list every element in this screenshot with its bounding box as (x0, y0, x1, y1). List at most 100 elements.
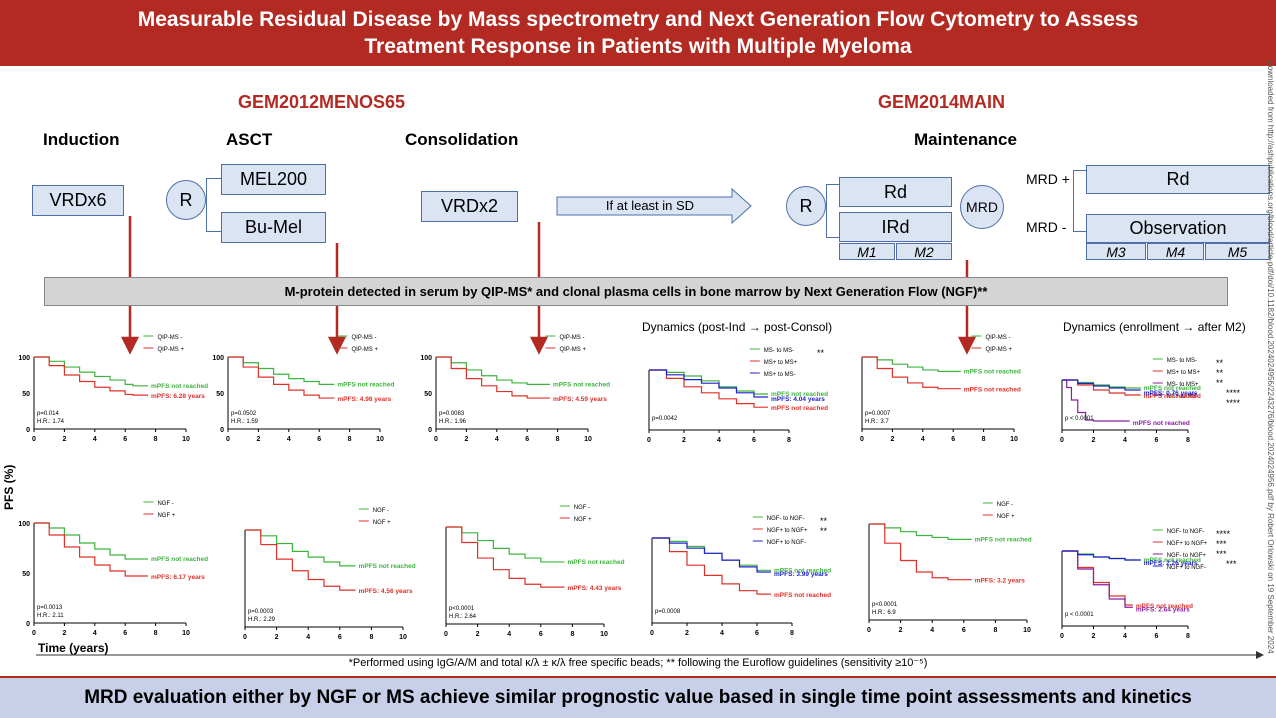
x-tick-label: 4 (93, 436, 97, 443)
x-tick-label: 10 (1010, 436, 1018, 443)
x-tick-label: 2 (890, 436, 894, 443)
x-tick-label: 0 (32, 436, 36, 443)
km-curve (1062, 379, 1141, 389)
phase-maintenance: Maintenance (914, 130, 1017, 149)
median-pfs-label: mPFS not reached (337, 381, 394, 388)
legend-entry: MS+ to MS+ (1167, 370, 1201, 376)
m5-label: M5 (1205, 243, 1270, 260)
x-tick-label: 10 (399, 634, 407, 641)
x-tick-label: 2 (685, 630, 689, 637)
km-curve (1062, 379, 1141, 391)
km-curve (1062, 379, 1130, 422)
significance-mark: **** (1216, 529, 1231, 539)
stat-text: H.R.: 2.64 (449, 614, 477, 620)
km-curve (228, 356, 335, 399)
x-tick-label: 8 (154, 436, 158, 443)
x-tick-label: 8 (790, 630, 794, 637)
km-curve (245, 529, 356, 591)
x-tick-label: 2 (1092, 633, 1096, 640)
x-tick-label: 0 (1060, 633, 1064, 640)
title-banner: Measurable Residual Disease by Mass spec… (0, 0, 1276, 66)
legend-entry: QIP-MS - (559, 335, 584, 341)
x-tick-label: 8 (570, 631, 574, 638)
median-pfs-label: mPFS not reached (1144, 393, 1201, 400)
rd-box-1: Rd (839, 177, 952, 207)
stat-text: p=0.0007 (865, 411, 891, 417)
km-chart-ngf-consol: 0 2 4 6 8 10 NGF - NGF + mPFS not reached mPFS: 4… (444, 505, 625, 638)
median-pfs-label: mPFS not reached (151, 556, 208, 563)
stat-text: H.R.: 6.9 (872, 610, 896, 616)
km-chart-ngf-dynamics-main: 0 2 4 6 8 NGF- to NGF- NGF+ to NGF+ NGF- to NGF… (1060, 529, 1237, 640)
x-tick-label: 4 (507, 631, 511, 638)
ird-box: IRd (839, 212, 952, 242)
randomization-circle-2: R (786, 186, 826, 226)
significance-mark: ** (817, 348, 825, 358)
y-tick-label: 50 (22, 391, 30, 398)
median-pfs-label: mPFS: 4.56 years (359, 588, 413, 595)
observation-box: Observation (1086, 214, 1270, 243)
mrd-negative-label: MRD - (1026, 219, 1067, 235)
x-tick-label: 2 (464, 436, 468, 443)
significance-mark: ** (820, 526, 828, 536)
legend-entry: NGF- to NGF+ (1167, 553, 1207, 559)
stat-text: p < 0.0001 (1065, 416, 1094, 422)
x-tick-label: 2 (62, 436, 66, 443)
median-pfs-label: mPFS not reached (771, 405, 828, 412)
x-tick-label: 10 (182, 630, 190, 637)
trial-right: GEM2014MAIN (878, 92, 1006, 112)
x-tick-label: 6 (752, 437, 756, 444)
y-tick-label: 50 (424, 391, 432, 398)
legend-entry: MS- to MS- (764, 348, 794, 354)
legend-entry: QIP-MS + (351, 347, 378, 353)
y-tick-label: 50 (22, 571, 30, 578)
phase-asct: ASCT (226, 130, 273, 149)
median-pfs-label: mPFS: 4.04 years (771, 396, 825, 403)
dynamics-right-title: Dynamics (enrollment → after M2) (1063, 320, 1246, 334)
median-pfs-label: mPFS not reached (553, 381, 610, 388)
x-tick-label: 0 (860, 436, 864, 443)
significance-mark: **** (1226, 388, 1241, 398)
km-chart-ngf-maintenance: 0 2 4 6 8 10 NGF - NGF + mPFS not reached mPFS: 3… (867, 502, 1032, 634)
m2-label: M2 (896, 243, 952, 260)
km-curve (1062, 550, 1141, 561)
median-pfs-label: mPFS: 3.99 years (774, 571, 828, 578)
km-curve (869, 523, 972, 581)
x-tick-label: 6 (525, 436, 529, 443)
title-line-1: Measurable Residual Disease by Mass spec… (137, 8, 1139, 31)
pfs-axis-label: PFS (%) (2, 464, 16, 510)
y-tick-label: 0 (428, 427, 432, 434)
stat-text: H.R.: 3.7 (865, 419, 889, 425)
km-curve (34, 522, 148, 560)
y-tick-label: 0 (220, 427, 224, 434)
x-tick-label: 4 (306, 634, 310, 641)
legend-entry: QIP-MS + (559, 347, 586, 353)
x-tick-label: 0 (434, 436, 438, 443)
y-tick-label: 100 (18, 521, 30, 528)
x-tick-label: 4 (93, 630, 97, 637)
km-curve (862, 356, 961, 390)
median-pfs-label: mPFS not reached (975, 536, 1032, 543)
km-curve (649, 369, 768, 395)
median-pfs-label: mPFS not reached (359, 563, 416, 570)
median-pfs-label: mPFS not reached (1144, 557, 1201, 564)
x-tick-label: 0 (650, 630, 654, 637)
x-tick-label: 6 (962, 627, 966, 634)
km-curve (245, 529, 356, 567)
footnote: *Performed using IgG/A/M and total κ/λ ±… (348, 657, 928, 669)
legend-entry: NGF + (373, 520, 391, 526)
x-tick-label: 10 (584, 436, 592, 443)
x-tick-label: 8 (154, 630, 158, 637)
download-watermark: Downloaded from http://ashpublications.o… (1266, 60, 1275, 654)
median-pfs-label: mPFS not reached (151, 383, 208, 390)
legend-entry: NGF + (574, 517, 592, 523)
stat-text: p<0.0001 (449, 606, 475, 612)
x-tick-label: 6 (755, 630, 759, 637)
y-tick-label: 0 (26, 427, 30, 434)
y-tick-label: 50 (216, 391, 224, 398)
trial-left: GEM2012MENOS65 (238, 92, 406, 112)
km-curve (34, 356, 148, 396)
km-chart-ngf-dynamics: 0 2 4 6 8 NGF- to NGF- NGF+ to NGF+ NGF+ to NGF… (650, 516, 831, 637)
stat-text: H.R.: 1.59 (231, 419, 259, 425)
